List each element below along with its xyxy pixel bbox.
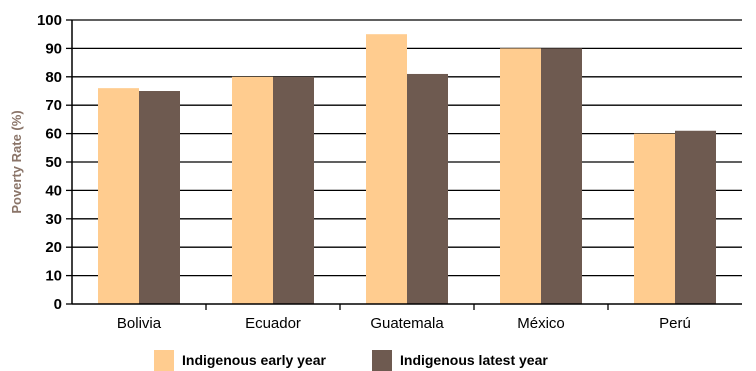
y-tick-label: 50	[45, 154, 62, 171]
axes	[66, 19, 742, 310]
y-axis-title: Poverty Rate (%)	[9, 110, 24, 213]
y-tick-label: 90	[45, 40, 62, 57]
y-tick-label: 20	[45, 239, 62, 256]
x-category-labels: Bolivia Ecuador Guatemala México Perú	[117, 315, 691, 332]
legend: Indigenous early year Indigenous latest y…	[154, 350, 548, 371]
y-tick-label: 60	[45, 126, 62, 143]
bar-perú-series-2	[675, 130, 716, 304]
x-category-label: Ecuador	[245, 315, 301, 332]
bar-méxico-series-2	[541, 48, 582, 305]
bar-bolivia-series-1	[98, 88, 139, 304]
bar-guatemala-series-1	[366, 34, 407, 304]
bars	[98, 34, 716, 305]
x-category-label: Perú	[659, 315, 691, 332]
bar-ecuador-series-2	[273, 76, 314, 304]
y-tick-label: 70	[45, 97, 62, 114]
y-tick-label: 40	[45, 182, 62, 199]
legend-label-series-2: Indigenous latest year	[400, 352, 548, 368]
legend-label-series-1: Indigenous early year	[182, 352, 326, 368]
y-tick-labels: 0 10 20 30 40 50 60 70 80 90 100	[37, 12, 62, 313]
y-tick-label: 10	[45, 268, 62, 285]
bar-méxico-series-1	[500, 48, 541, 305]
x-category-label: Guatemala	[370, 315, 444, 332]
y-tick-label: 0	[54, 296, 62, 313]
bar-ecuador-series-1	[232, 76, 273, 304]
x-category-label: Bolivia	[117, 315, 162, 332]
legend-swatch-series-2	[372, 350, 392, 371]
legend-swatch-series-1	[154, 350, 174, 371]
bar-bolivia-series-2	[139, 91, 180, 304]
bar-perú-series-1	[634, 133, 675, 304]
bar-guatemala-series-2	[407, 73, 448, 305]
y-tick-label: 100	[37, 12, 62, 29]
y-tick-label: 80	[45, 69, 62, 86]
y-tick-label: 30	[45, 211, 62, 228]
x-category-label: México	[517, 315, 565, 332]
